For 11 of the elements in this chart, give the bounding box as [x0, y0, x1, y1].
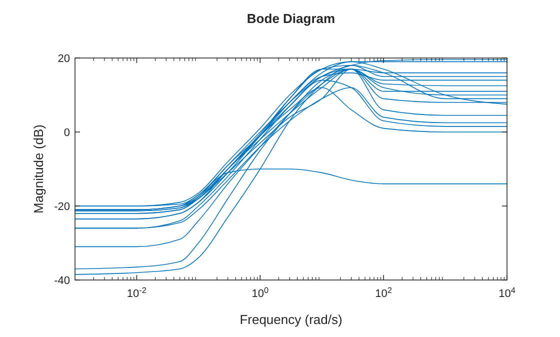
y-tick-label: -20 — [54, 201, 70, 213]
y-tick-label: -40 — [54, 275, 70, 287]
chart-title: Bode Diagram — [246, 11, 336, 26]
x-tick-label: 10$^{4}$ — [498, 286, 516, 300]
y-tick-label: 20 — [58, 53, 70, 65]
y-axis-title: Magnitude (dB) — [31, 124, 46, 214]
x-tick-label: 10$^{-2}$ — [126, 286, 147, 300]
y-tick-label: 0 — [64, 127, 70, 139]
x-tick-label: 10$^{2}$ — [375, 286, 392, 300]
x-tick-label: 10$^{0}$ — [252, 286, 269, 300]
x-axis-title: Frequency (rad/s) — [240, 312, 342, 327]
